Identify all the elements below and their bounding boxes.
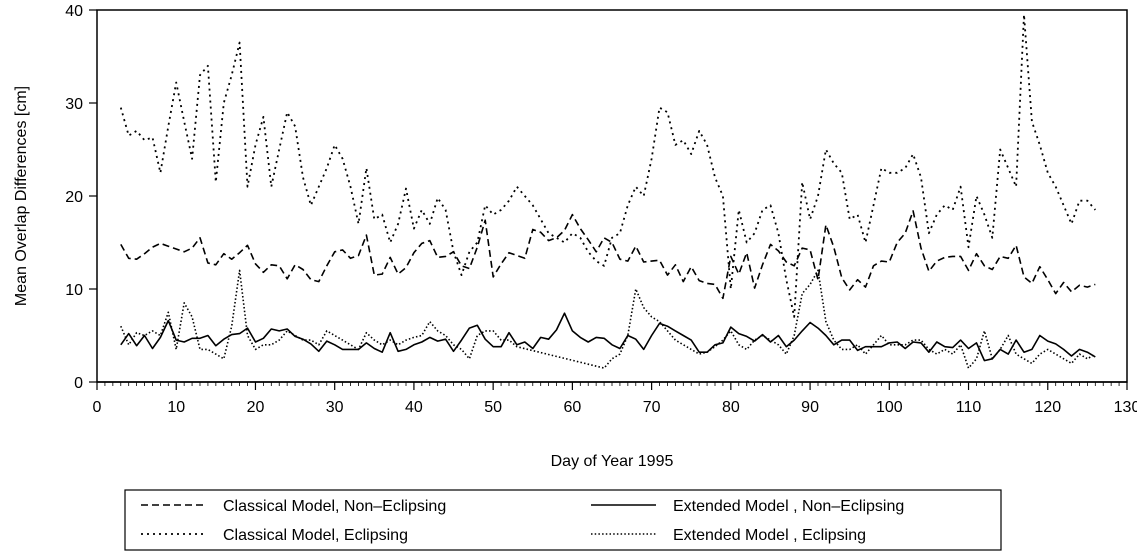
x-tick-label: 100 [876,399,903,416]
x-tick-label: 60 [563,399,581,416]
x-tick-label: 90 [801,399,819,416]
x-tick-label: 0 [93,399,102,416]
legend: Classical Model, Non–Eclipsing Classical … [124,489,1002,551]
legend-box [124,489,1002,551]
plot-frame [96,9,1128,383]
y-tick-label: 10 [65,282,83,299]
y-axis: 0 10 20 30 40 [65,3,97,392]
y-tick-label: 0 [74,375,83,392]
x-tick-label: 110 [956,399,982,416]
x-axis: 0 10 20 30 40 50 60 70 80 90 100 110 120 130 [93,382,1137,416]
series-layer [119,13,1096,369]
x-tick-label: 130 [1114,399,1137,416]
series-line-3 [120,312,1096,362]
legend-label-2: Classical Model, Eclipsing [223,527,408,544]
y-tick-label: 40 [65,3,83,20]
x-tick-label: 50 [484,399,502,416]
x-tick-label: 120 [1034,399,1061,416]
x-tick-label: 10 [167,399,185,416]
legend-label-4: Extended Model , Eclipsing [673,527,866,544]
x-axis-title: Day of Year 1995 [551,453,674,470]
y-tick-label: 30 [65,96,83,113]
series-line-1 [120,210,1096,300]
y-axis-title: Mean Overlap Differences [cm] [13,86,30,306]
legend-label-1: Classical Model, Non–Eclipsing [223,498,446,515]
x-tick-label: 30 [326,399,344,416]
x-tick-label: 20 [247,399,265,416]
x-tick-label: 80 [722,399,740,416]
y-tick-label: 20 [65,189,83,206]
series-line-4 [120,269,1096,369]
x-tick-label: 40 [405,399,423,416]
x-tick-label: 70 [643,399,661,416]
legend-label-3: Extended Model , Non–Eclipsing [673,498,904,515]
series-line-2 [119,13,1096,318]
